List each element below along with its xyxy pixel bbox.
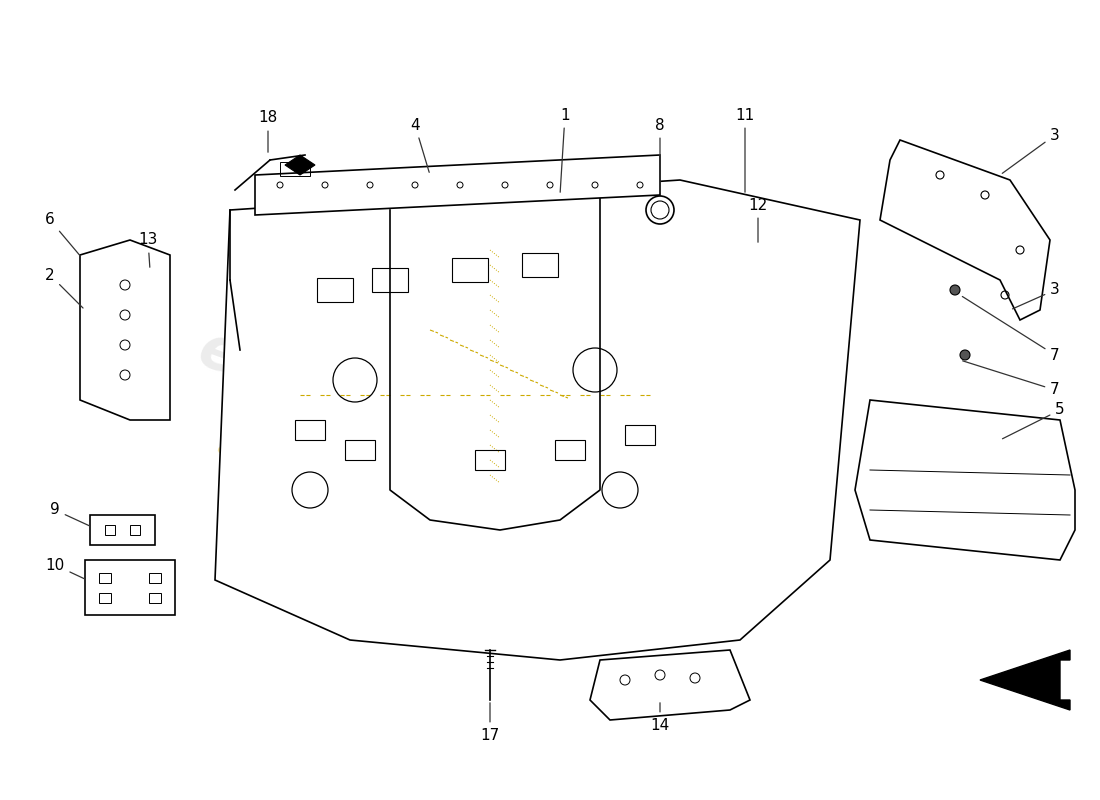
Bar (556, 440, 585, 460)
Text: 11: 11 (736, 107, 755, 192)
Polygon shape (285, 155, 315, 175)
Text: 12: 12 (748, 198, 768, 242)
Polygon shape (255, 155, 660, 215)
Bar (295, 420, 324, 440)
Text: 8: 8 (656, 118, 664, 192)
Polygon shape (214, 180, 860, 660)
Text: 9: 9 (51, 502, 89, 526)
Polygon shape (85, 560, 175, 615)
Bar (148, 593, 161, 603)
Polygon shape (80, 240, 170, 420)
Bar (99, 573, 111, 583)
Text: 2: 2 (45, 267, 82, 308)
Text: 3: 3 (1002, 127, 1060, 174)
Bar (130, 525, 140, 535)
Text: 5: 5 (1002, 402, 1065, 438)
Bar (148, 573, 161, 583)
Text: 4: 4 (410, 118, 429, 172)
Text: 13: 13 (139, 233, 157, 267)
Bar (345, 440, 375, 460)
Bar (280, 162, 310, 176)
Bar (99, 593, 111, 603)
Polygon shape (855, 400, 1075, 560)
Polygon shape (880, 140, 1050, 320)
Text: 17: 17 (481, 702, 499, 742)
Text: a passion for parts since 1982: a passion for parts since 1982 (214, 437, 544, 543)
Polygon shape (90, 515, 155, 545)
Text: eurocarparts: eurocarparts (190, 321, 609, 519)
Text: 7: 7 (962, 297, 1059, 362)
Polygon shape (590, 650, 750, 720)
Text: 1: 1 (560, 107, 570, 192)
Bar (104, 525, 116, 535)
Bar (475, 450, 505, 470)
Polygon shape (980, 650, 1070, 710)
Bar (317, 278, 353, 302)
Text: 14: 14 (650, 702, 670, 733)
Bar (522, 253, 558, 277)
Text: 7: 7 (962, 361, 1059, 398)
Bar (372, 268, 408, 292)
Text: 10: 10 (45, 558, 85, 579)
Text: 6: 6 (45, 213, 80, 256)
Bar (452, 258, 488, 282)
Circle shape (960, 350, 970, 360)
Text: 18: 18 (258, 110, 277, 152)
Text: 3: 3 (1012, 282, 1060, 309)
Bar (625, 425, 654, 445)
Circle shape (950, 285, 960, 295)
